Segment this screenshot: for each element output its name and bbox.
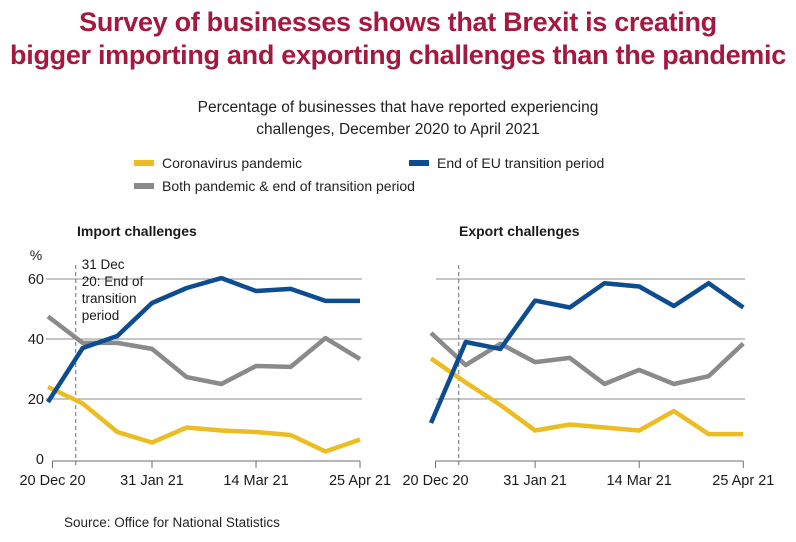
- panel-title: Export challenges: [459, 223, 580, 239]
- subtitle-line-2: challenges, December 2020 to April 2021: [256, 121, 540, 138]
- legend-label-both: Both pandemic & end of transition period: [162, 178, 415, 194]
- x-tick-label: 25 Apr 21: [329, 473, 391, 489]
- series-line-transition: [428, 280, 745, 424]
- chart-subtitle: Percentage of businesses that have repor…: [0, 97, 796, 141]
- legend-swatch-both: [134, 183, 154, 189]
- legend-swatch-pandemic: [134, 160, 154, 166]
- series-line-transition: [46, 275, 360, 404]
- transition-annotation: 31 Dec: [82, 257, 125, 272]
- y-tick-label: 20: [28, 392, 44, 408]
- x-tick-label: 31 Jan 21: [503, 473, 567, 489]
- legend-label-pandemic: Coronavirus pandemic: [162, 155, 303, 171]
- transition-annotation: transition: [82, 291, 137, 306]
- transition-annotation: 20: End of: [82, 274, 144, 289]
- x-tick-label: 14 Mar 21: [223, 473, 288, 489]
- chart-title: Survey of businesses shows that Brexit i…: [0, 6, 796, 72]
- legend-swatch-transition: [409, 160, 429, 166]
- subtitle-line-1: Percentage of businesses that have repor…: [197, 99, 599, 116]
- series-line-pandemic: [47, 384, 361, 454]
- x-tick-label: 20 Dec 20: [402, 473, 468, 489]
- y-tick-label: 0: [36, 452, 44, 468]
- x-tick-label: 20 Dec 20: [19, 473, 85, 489]
- transition-annotation: period: [82, 308, 120, 323]
- source-note: Source: Office for National Statistics: [64, 515, 280, 530]
- legend-item-both: Both pandemic & end of transition period: [134, 178, 415, 194]
- y-axis-label: %: [30, 247, 42, 263]
- x-tick-label: 25 Apr 21: [712, 473, 774, 489]
- title-line-1: Survey of businesses shows that Brexit i…: [79, 7, 717, 37]
- legend-label-transition: End of EU transition period: [437, 155, 605, 171]
- legend-item-pandemic: Coronavirus pandemic: [134, 155, 302, 171]
- y-tick-label: 40: [28, 332, 44, 348]
- import-chart: Import challenges 0 20 40 60% 20 Dec 20 31 Jan…: [19, 223, 391, 489]
- title-line-2: bigger importing and exporting challenge…: [10, 40, 786, 70]
- series-line-both: [46, 314, 362, 387]
- series-line-pandemic: [429, 356, 744, 437]
- x-tick-label: 31 Jan 21: [120, 473, 184, 489]
- series-line-both: [429, 331, 745, 387]
- export-chart: Export challenges 20 Dec 20 31 Jan 21 14 Ma…: [402, 223, 774, 489]
- legend-item-transition: End of EU transition period: [409, 155, 604, 171]
- y-tick-label: 60: [28, 272, 44, 288]
- x-tick-label: 14 Mar 21: [607, 473, 672, 489]
- panel-title: Import challenges: [77, 223, 197, 239]
